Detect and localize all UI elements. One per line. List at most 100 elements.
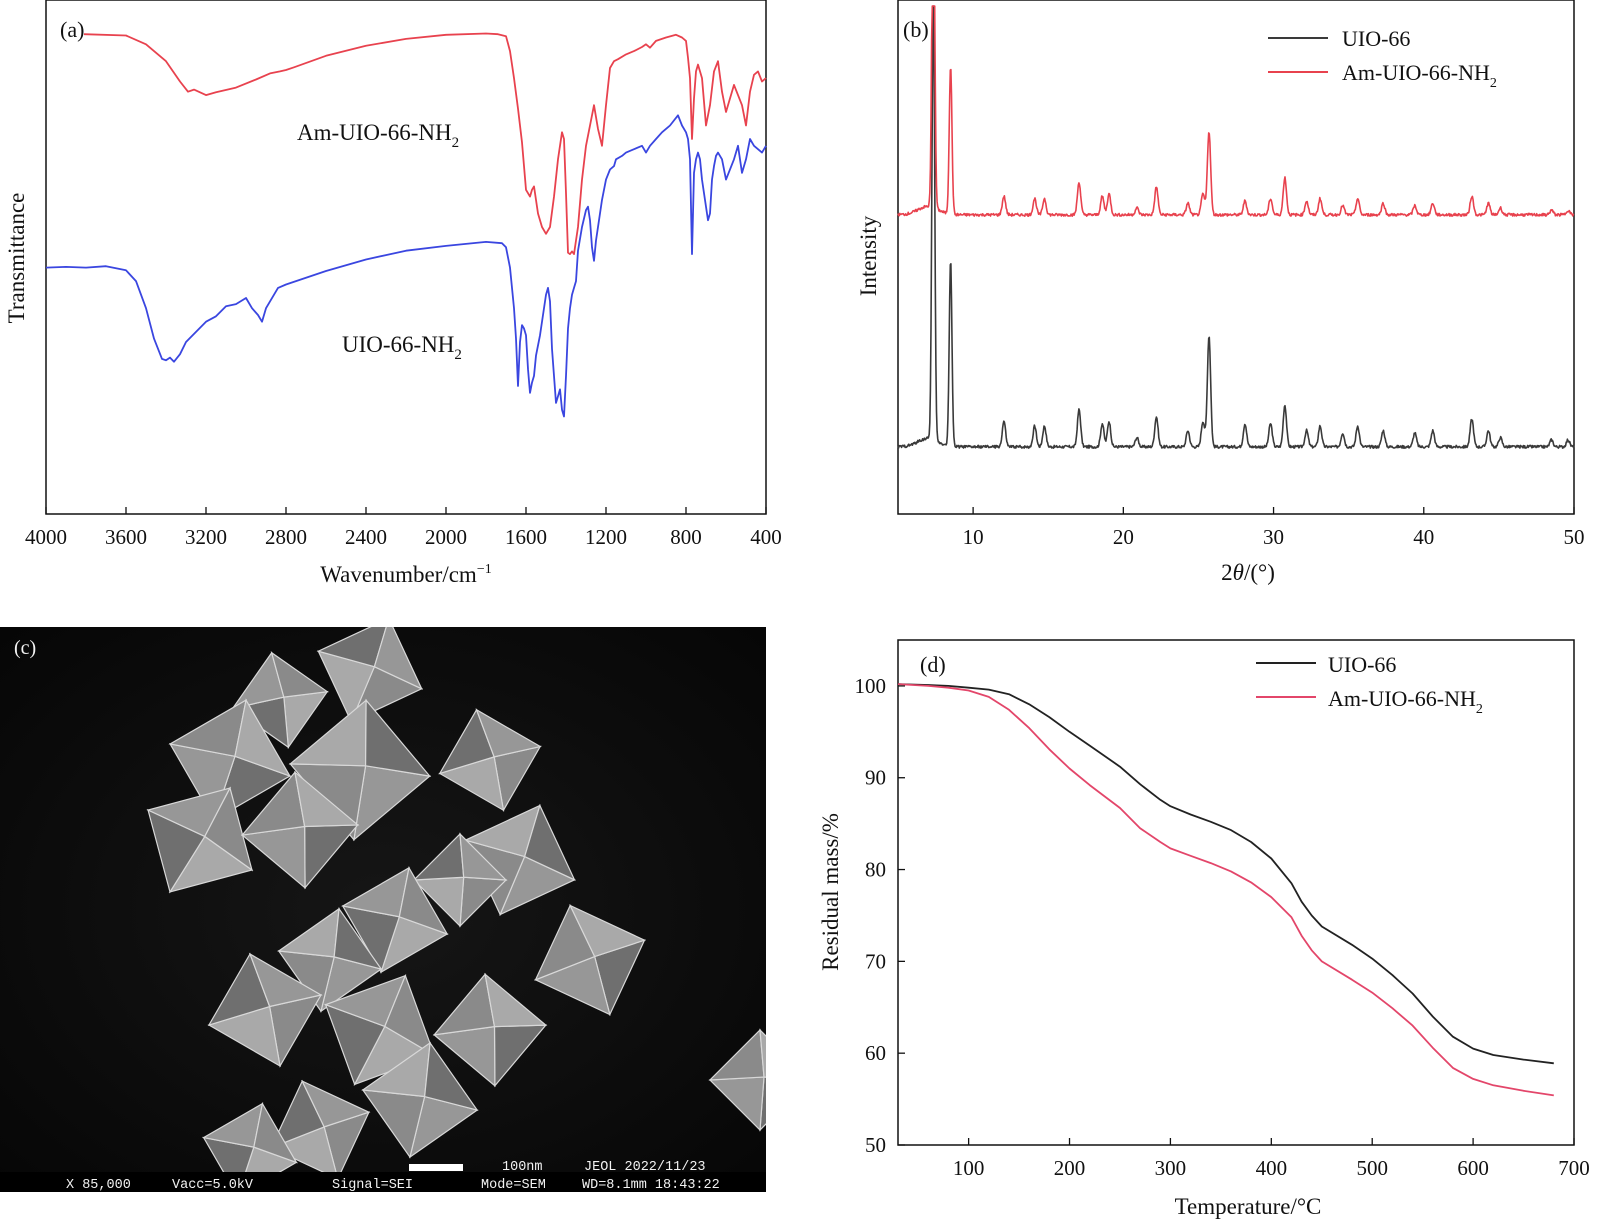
legend-d-am-sub: 2 bbox=[1476, 702, 1483, 717]
panel-d-xlabel: Temperature/°C bbox=[1175, 1194, 1322, 1219]
sem-crystal-face bbox=[423, 1041, 479, 1112]
a-xtick-label-800: 800 bbox=[670, 525, 702, 549]
sem-crystal-face bbox=[759, 1028, 766, 1078]
sem-mode: Mode=SEM bbox=[481, 1178, 546, 1193]
d-xtick-label-500: 500 bbox=[1356, 1156, 1388, 1180]
panel-a-label: (a) bbox=[60, 17, 84, 42]
label-uio-66-nh2: UIO-66-NH2 bbox=[342, 332, 462, 363]
label-am-uio-66-nh2-text: Am-UIO-66-NH bbox=[297, 120, 452, 145]
sem-crystal bbox=[323, 973, 436, 1086]
panel-b: (b) 10 20 30 40 50 2θ/(°) Intensity UIO-66 A… bbox=[856, 0, 1585, 585]
sem-crystal-face bbox=[270, 651, 329, 698]
sem-voltage: Vacc=5.0kV bbox=[172, 1178, 254, 1193]
sem-crystal-face bbox=[248, 952, 323, 1008]
panel-a-x-ticks: 4000 3600 3200 2800 2400 2000 1600 1200 800 400 bbox=[25, 507, 782, 549]
sem-crystal-face bbox=[568, 904, 647, 958]
a-xtick-label-4000: 4000 bbox=[25, 525, 67, 549]
panel-b-label: (b) bbox=[903, 17, 929, 42]
label-uio-66-nh2-sub: 2 bbox=[454, 347, 462, 363]
legend-b-am-text: Am-UIO-66-NH bbox=[1342, 60, 1490, 85]
legend-d-am-uio-66-nh2: Am-UIO-66-NH2 bbox=[1328, 686, 1483, 717]
d-ytick-label-90: 90 bbox=[865, 766, 886, 790]
a-xtick-label-1600: 1600 bbox=[505, 525, 547, 549]
series-a-am-uio-66-nh2 bbox=[83, 32, 767, 255]
legend-b-uio-66: UIO-66 bbox=[1342, 26, 1410, 51]
b-xtick-label-20: 20 bbox=[1113, 525, 1134, 549]
sem-scale-bar bbox=[409, 1164, 463, 1171]
series-d-uio-66 bbox=[897, 683, 1554, 1065]
panel-a-frame bbox=[45, 0, 767, 515]
sem-crystal-face bbox=[484, 972, 548, 1028]
panel-b-xlabel-unit: /(°) bbox=[1244, 560, 1275, 585]
b-xtick-label-40: 40 bbox=[1413, 525, 1434, 549]
panel-d: (d) 100 200 300 400 500 600 700 50 60 70 80 90 100 T… bbox=[818, 639, 1590, 1219]
panel-d-label: (d) bbox=[920, 652, 946, 677]
d-ytick-label-60: 60 bbox=[865, 1041, 886, 1065]
sem-crystal-face bbox=[523, 803, 576, 882]
panel-b-xlabel-2: 2 bbox=[1221, 560, 1233, 585]
panel-c-label: (c) bbox=[14, 637, 36, 659]
sem-magnification: X 85,000 bbox=[66, 1178, 131, 1193]
b-xtick-label-50: 50 bbox=[1564, 525, 1585, 549]
panel-a-series bbox=[45, 32, 767, 418]
label-am-uio-66-nh2: Am-UIO-66-NH2 bbox=[297, 120, 459, 151]
d-xtick-label-200: 200 bbox=[1054, 1156, 1086, 1180]
a-xtick-label-2800: 2800 bbox=[265, 525, 307, 549]
d-xtick-label-300: 300 bbox=[1155, 1156, 1187, 1180]
sem-crystal-face bbox=[253, 1101, 298, 1164]
d-ytick-label-50: 50 bbox=[865, 1133, 886, 1157]
sem-crystal-face bbox=[234, 698, 292, 778]
sem-crystal-face bbox=[300, 1079, 371, 1128]
sem-crystal bbox=[708, 1028, 766, 1132]
sem-crystal bbox=[361, 1041, 479, 1159]
panel-d-ylabel: Residual mass/% bbox=[818, 813, 843, 971]
b-xtick-label-30: 30 bbox=[1263, 525, 1284, 549]
sem-crystal-face bbox=[333, 907, 383, 971]
sem-crystal-face bbox=[364, 698, 432, 777]
sem-crystal bbox=[432, 972, 548, 1088]
panel-c: (c) 100nm JEOL 2022/11/23 X 85,000 Vacc=… bbox=[0, 627, 766, 1193]
legend-b-am-uio-66-nh2: Am-UIO-66-NH2 bbox=[1342, 60, 1497, 91]
d-xtick-label-400: 400 bbox=[1256, 1156, 1288, 1180]
panel-b-series bbox=[897, 5, 1575, 449]
label-am-uio-66-nh2-sub: 2 bbox=[452, 135, 460, 151]
a-xtick-label-3200: 3200 bbox=[185, 525, 227, 549]
series-b-uio-66 bbox=[897, 5, 1575, 449]
d-xtick-label-700: 700 bbox=[1558, 1156, 1590, 1180]
sem-crystal bbox=[146, 786, 254, 894]
d-ytick-label-70: 70 bbox=[865, 949, 886, 973]
series-a-uio-66-nh2 bbox=[45, 114, 767, 418]
panel-a-xlabel-text: Wavenumber/cm bbox=[320, 562, 477, 587]
legend-d-am-text: Am-UIO-66-NH bbox=[1328, 686, 1476, 711]
sem-scale-label: 100nm bbox=[502, 1160, 543, 1175]
panel-a-xlabel-sup: −1 bbox=[477, 562, 492, 577]
panel-b-ylabel: Intensity bbox=[856, 215, 881, 296]
panel-a: (a) 4000 3600 3200 2800 2400 2000 1600 1200 800 4… bbox=[4, 0, 782, 587]
panel-b-x-ticks: 10 20 30 40 50 bbox=[963, 507, 1585, 549]
d-xtick-label-600: 600 bbox=[1457, 1156, 1489, 1180]
sem-footer-bar bbox=[0, 1172, 766, 1192]
sem-crystal-face bbox=[294, 770, 360, 828]
a-xtick-label-3600: 3600 bbox=[105, 525, 147, 549]
sem-crystal-face bbox=[373, 627, 423, 691]
panel-d-legend: UIO-66 Am-UIO-66-NH2 bbox=[1256, 652, 1483, 717]
sem-crystal-face bbox=[475, 708, 542, 758]
a-xtick-label-2000: 2000 bbox=[425, 525, 467, 549]
a-xtick-label-400: 400 bbox=[750, 525, 782, 549]
sem-crystal bbox=[341, 866, 449, 974]
panel-b-xlabel-theta: θ bbox=[1233, 560, 1244, 585]
sem-crystal bbox=[438, 708, 542, 812]
series-d-am-uio-66-nh2 bbox=[897, 683, 1554, 1097]
label-uio-66-nh2-text: UIO-66-NH bbox=[342, 332, 454, 357]
sem-signal: Signal=SEI bbox=[332, 1178, 413, 1193]
panel-d-series bbox=[897, 683, 1554, 1097]
sem-crystal-face bbox=[759, 1076, 766, 1132]
legend-b-am-sub: 2 bbox=[1490, 76, 1497, 91]
panel-d-ticks: 100 200 300 400 500 600 700 50 60 70 80 90 100 bbox=[855, 674, 1590, 1180]
sem-image-crystals bbox=[146, 627, 766, 1192]
sem-crystal-face bbox=[459, 832, 508, 881]
panel-b-xlabel: 2θ/(°) bbox=[1221, 560, 1275, 585]
panel-a-xlabel: Wavenumber/cm−1 bbox=[320, 562, 491, 587]
sem-banner: JEOL 2022/11/23 bbox=[584, 1160, 706, 1175]
